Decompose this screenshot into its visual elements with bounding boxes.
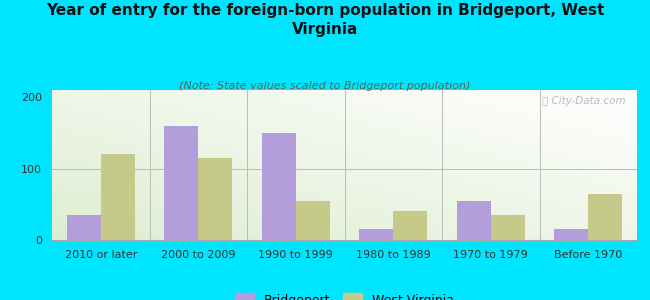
Text: Year of entry for the foreign-born population in Bridgeport, West
Virginia: Year of entry for the foreign-born popul… — [46, 3, 605, 37]
Text: (Note: State values scaled to Bridgeport population): (Note: State values scaled to Bridgeport… — [179, 81, 471, 91]
Bar — [261, 133, 296, 240]
Bar — [393, 212, 428, 240]
Bar — [198, 158, 233, 240]
Bar — [101, 154, 135, 240]
Bar — [588, 194, 623, 240]
Text: ⓘ City-Data.com: ⓘ City-Data.com — [541, 96, 625, 106]
Bar — [296, 201, 330, 240]
Bar — [66, 215, 101, 240]
Bar — [359, 229, 393, 240]
Bar — [491, 215, 525, 240]
Bar — [554, 229, 588, 240]
Bar — [164, 126, 198, 240]
Bar — [457, 201, 491, 240]
Legend: Bridgeport, West Virginia: Bridgeport, West Virginia — [230, 288, 459, 300]
